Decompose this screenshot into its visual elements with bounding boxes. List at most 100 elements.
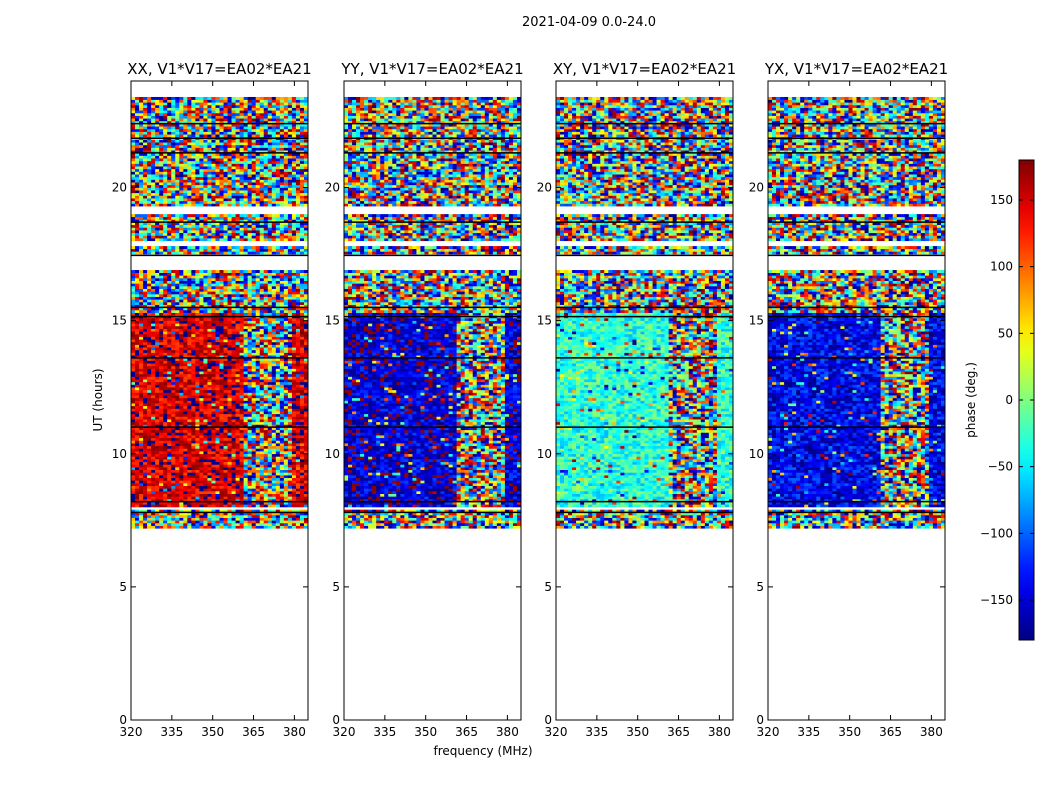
- phase-cell: [295, 341, 301, 345]
- phase-cell: [231, 432, 236, 436]
- phase-cell: [211, 448, 216, 452]
- phase-cell: [167, 384, 172, 388]
- phase-cell: [143, 288, 148, 292]
- phase-cell: [303, 341, 308, 345]
- phase-cell: [195, 389, 200, 393]
- phase-cell: [187, 397, 192, 401]
- phase-cell: [259, 222, 265, 226]
- phase-cell: [191, 421, 196, 425]
- phase-cell: [171, 432, 176, 436]
- phase-cell: [279, 411, 285, 415]
- phase-cell: [227, 435, 232, 439]
- phase-cell: [131, 288, 136, 292]
- phase-cell: [255, 246, 261, 250]
- phase-cell: [283, 437, 289, 441]
- phase-cell: [231, 270, 236, 273]
- phase-cell: [275, 198, 281, 202]
- phase-cell: [143, 246, 148, 250]
- phase-cell: [255, 504, 261, 508]
- phase-cell: [195, 307, 200, 311]
- phase-cell: [179, 280, 184, 284]
- phase-cell: [263, 392, 269, 396]
- phase-cell: [187, 280, 192, 284]
- phase-cell: [243, 368, 248, 372]
- phase-cell: [263, 400, 269, 404]
- phase-cell: [191, 437, 196, 441]
- phase-cell: [199, 198, 204, 202]
- phase-cell: [219, 395, 224, 399]
- phase-cell: [183, 323, 188, 327]
- phase-cell: [147, 432, 152, 436]
- phase-cell: [283, 270, 289, 273]
- phase-cell: [291, 501, 297, 505]
- phase-cell: [271, 475, 277, 479]
- phase-cell: [235, 323, 240, 327]
- phase-cell: [299, 278, 305, 281]
- phase-cell: [227, 491, 232, 494]
- phase-cell: [175, 227, 180, 231]
- phase-cell: [223, 483, 228, 486]
- phase-cell: [183, 525, 188, 529]
- phase-cell: [171, 251, 176, 255]
- phase-cell: [279, 451, 285, 455]
- phase-cell: [251, 235, 256, 239]
- phase-cell: [219, 421, 224, 425]
- phase-cell: [171, 429, 176, 433]
- phase-cell: [163, 275, 168, 279]
- phase-cell: [239, 355, 244, 359]
- phase-cell: [235, 309, 240, 313]
- phase-cell: [235, 416, 240, 420]
- phase-cell: [219, 451, 224, 455]
- phase-cell: [167, 437, 172, 441]
- phase-cell: [239, 395, 244, 399]
- phase-cell: [251, 456, 256, 460]
- phase-cell: [303, 517, 308, 521]
- phase-cell: [143, 445, 148, 449]
- phase-cell: [139, 214, 144, 218]
- phase-cell: [143, 408, 148, 412]
- phase-cell: [159, 270, 164, 273]
- phase-cell: [279, 525, 285, 529]
- phase-cell: [171, 448, 176, 452]
- phase-cell: [259, 381, 265, 385]
- phase-cell: [267, 445, 273, 449]
- phase-cell: [203, 435, 208, 439]
- phase-cell: [143, 222, 148, 226]
- phase-cell: [299, 413, 305, 417]
- phase-cell: [275, 371, 281, 375]
- phase-cell: [183, 246, 188, 250]
- phase-cell: [175, 246, 180, 250]
- phase-cell: [291, 397, 297, 401]
- phase-cell: [275, 360, 281, 364]
- phase-cell: [175, 453, 180, 457]
- phase-cell: [267, 368, 273, 372]
- phase-cell: [151, 357, 156, 361]
- phase-cell: [283, 525, 289, 529]
- phase-cell: [263, 272, 269, 276]
- phase-cell: [199, 517, 204, 521]
- phase-cell: [191, 429, 196, 433]
- phase-cell: [239, 307, 244, 311]
- phase-cell: [259, 429, 265, 433]
- phase-cell: [159, 309, 164, 313]
- phase-cell: [163, 320, 168, 324]
- phase-cell: [303, 451, 308, 455]
- phase-cell: [175, 301, 180, 305]
- phase-cell: [247, 496, 252, 500]
- phase-cell: [203, 389, 208, 393]
- phase-cell: [251, 283, 256, 287]
- phase-cell: [135, 451, 140, 455]
- phase-cell: [267, 400, 273, 404]
- phase-cell: [147, 520, 152, 524]
- phase-cell: [299, 248, 305, 252]
- phase-cell: [215, 216, 220, 220]
- phase-cell: [231, 400, 236, 404]
- phase-cell: [259, 248, 265, 252]
- phase-cell: [271, 469, 277, 473]
- phase-cell: [167, 349, 172, 353]
- phase-cell: [151, 397, 156, 401]
- phase-cell: [175, 357, 180, 361]
- phase-cell: [251, 304, 256, 308]
- phase-cell: [203, 304, 208, 308]
- phase-cell: [259, 200, 265, 204]
